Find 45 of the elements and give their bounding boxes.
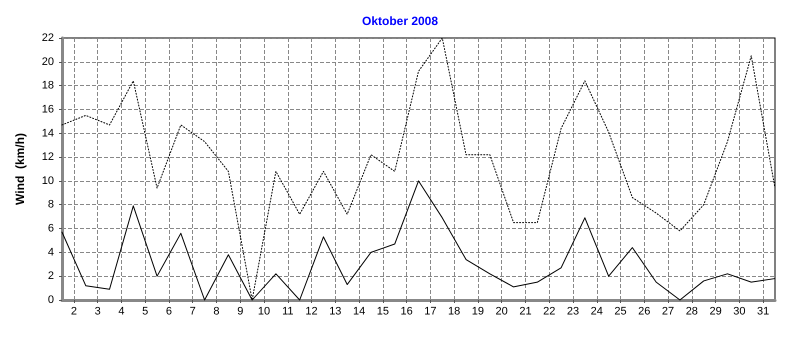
- y-tick-label: 6: [48, 222, 54, 235]
- x-tick-label: 25: [614, 306, 627, 318]
- chart-title: Oktober 2008: [362, 14, 438, 28]
- line-series: [62, 38, 776, 300]
- x-tick-label: 3: [94, 306, 101, 318]
- x-tick-label: 20: [496, 306, 508, 318]
- y-tick-label: 18: [42, 80, 54, 92]
- x-tick-label: 16: [400, 306, 413, 318]
- x-tick-label: 4: [118, 306, 124, 318]
- x-tick-label: 2: [70, 306, 77, 318]
- x-tick-label: 5: [142, 306, 148, 318]
- x-tick-label: 9: [237, 306, 244, 318]
- x-tick-label: 14: [352, 306, 366, 318]
- x-tick-label: 6: [166, 306, 172, 318]
- x-tick-label: 24: [590, 306, 603, 318]
- y-tick-label: 2: [48, 270, 54, 282]
- x-tick-label: 7: [190, 306, 196, 318]
- x-tick-label: 26: [638, 306, 650, 318]
- y-tick-label: 0: [48, 294, 54, 306]
- x-tick-label: 18: [448, 306, 460, 318]
- y-tick-label: 12: [42, 151, 54, 164]
- y-axis-title: Wind (km/h): [13, 133, 27, 205]
- x-tick-label: 27: [662, 306, 674, 318]
- x-tick-label: 21: [519, 306, 532, 318]
- x-tick-label: 13: [329, 306, 342, 318]
- x-tick-label: 29: [709, 306, 722, 318]
- y-tick-label: 20: [42, 56, 54, 68]
- y-tick-label: 22: [42, 32, 54, 44]
- x-tick-label: 30: [733, 306, 746, 318]
- x-tick-label: 12: [305, 306, 318, 318]
- x-tick-label: 17: [424, 306, 437, 318]
- x-tick-label: 22: [543, 306, 556, 318]
- y-tick-label: 4: [48, 246, 54, 258]
- x-tick-label: 23: [566, 306, 580, 318]
- x-tick-label: 11: [282, 306, 294, 318]
- y-tick-label: 10: [42, 174, 54, 187]
- x-tick-label: 8: [213, 306, 220, 318]
- y-tick-label: 14: [42, 127, 54, 140]
- x-tick-label: 31: [756, 306, 770, 318]
- y-tick-label: 8: [48, 198, 54, 211]
- x-tick-label: 10: [258, 306, 270, 318]
- x-tick-label: 15: [376, 306, 389, 318]
- x-tick-label: 28: [686, 306, 698, 318]
- x-tick-label: 19: [472, 306, 484, 318]
- y-tick-label: 16: [42, 103, 54, 116]
